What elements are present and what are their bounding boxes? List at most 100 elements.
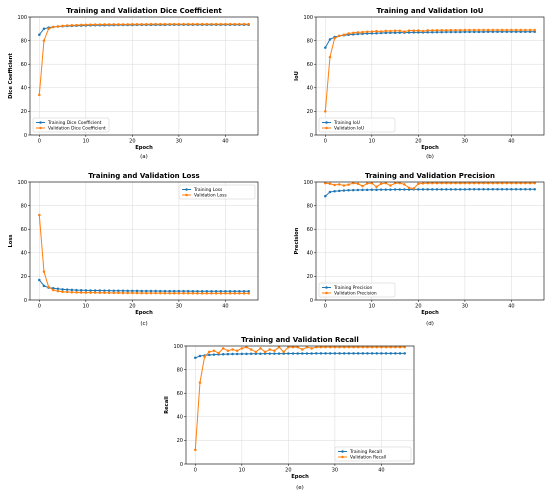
data-point [245, 345, 248, 349]
x-tick-label: 20 [285, 468, 291, 474]
data-point [342, 184, 346, 187]
data-point [328, 345, 332, 349]
x-tick-label: 20 [129, 304, 135, 310]
data-point [131, 289, 134, 293]
data-point [296, 352, 299, 355]
data-point [421, 188, 425, 191]
data-point [168, 22, 171, 26]
data-point [398, 352, 402, 355]
data-point [182, 292, 185, 295]
data-point [366, 345, 369, 349]
data-point [389, 29, 392, 33]
data-point [42, 27, 46, 31]
data-point [347, 32, 350, 35]
data-point [458, 181, 462, 185]
data-point [347, 352, 351, 355]
data-point [159, 291, 162, 295]
x-tick-label: 30 [332, 468, 338, 474]
data-point [403, 188, 406, 191]
chart-panel-4: 0 10 20 30 40 0 20 40 60 80 100 Training and Valida… [164, 336, 415, 491]
data-point [361, 345, 365, 349]
data-point [196, 292, 199, 295]
y-tick-label: 100 [17, 15, 27, 21]
plot-frame [185, 345, 415, 465]
x-tick-label: 0 [324, 304, 327, 310]
data-point [186, 289, 190, 293]
legend-entry-label: Training Precision [333, 285, 373, 291]
legend-swatch-marker [39, 126, 42, 130]
data-point [305, 345, 309, 349]
data-point [214, 290, 218, 293]
figure-caption: (b) [426, 154, 434, 160]
data-point [52, 286, 55, 290]
x-tick-label: 0 [194, 468, 197, 474]
data-point [380, 345, 383, 349]
data-point [79, 288, 83, 292]
y-tick-label: 100 [173, 344, 183, 350]
data-point [168, 289, 171, 293]
data-point [61, 290, 64, 293]
data-point [56, 289, 60, 293]
data-point [524, 181, 527, 185]
data-point [384, 188, 388, 191]
data-point [482, 187, 485, 191]
y-tick-label: 0 [310, 133, 313, 139]
x-tick-label: 40 [222, 304, 228, 310]
data-point [328, 352, 332, 355]
data-point [333, 183, 336, 187]
legend-entry-label: Validation Dice Coefficient [48, 126, 106, 132]
y-axis-label: Loss [8, 234, 14, 247]
data-point [84, 289, 88, 292]
data-point [93, 291, 97, 294]
data-point [79, 291, 83, 294]
y-tick-label: 20 [307, 109, 313, 115]
data-point [361, 352, 365, 355]
data-point [221, 347, 225, 350]
y-tick-label: 0 [24, 133, 27, 139]
data-point [324, 181, 327, 185]
data-point [361, 184, 364, 188]
data-point [172, 22, 176, 26]
data-point [159, 22, 162, 26]
data-point [47, 285, 50, 289]
data-point [407, 186, 411, 190]
data-point [347, 183, 350, 186]
data-point [103, 23, 106, 26]
data-point [458, 28, 462, 32]
y-tick-label: 0 [310, 298, 313, 304]
data-point [533, 28, 536, 32]
data-point [514, 187, 518, 191]
data-point [186, 22, 190, 26]
x-axis-label: Epoch [291, 474, 309, 480]
data-point [477, 30, 481, 34]
data-point [226, 349, 230, 352]
data-point [42, 39, 46, 42]
data-point [238, 22, 241, 26]
data-point [103, 289, 106, 292]
data-point [352, 345, 355, 349]
figure-caption: (d) [426, 321, 434, 327]
data-point [163, 289, 167, 293]
y-axis-label: Recall [164, 396, 170, 414]
data-point [352, 352, 355, 355]
data-point [61, 288, 64, 291]
data-point [240, 352, 244, 356]
data-point [98, 23, 102, 26]
y-tick-label: 60 [307, 227, 313, 233]
data-point [491, 30, 495, 33]
x-tick-label: 0 [38, 139, 41, 145]
data-point [186, 292, 190, 295]
data-point [440, 28, 443, 32]
data-point [107, 291, 111, 295]
data-point [235, 349, 239, 352]
data-point [205, 22, 209, 26]
data-point [224, 290, 227, 293]
data-point [65, 288, 69, 291]
data-point [268, 352, 272, 355]
data-point [249, 352, 253, 356]
data-point [61, 24, 64, 28]
data-point [338, 34, 341, 38]
data-point [454, 188, 457, 191]
data-point [389, 352, 392, 355]
